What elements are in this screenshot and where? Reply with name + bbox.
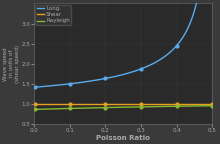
Long. xyxy=(44,85,47,87)
Shear xyxy=(44,103,47,105)
Shear xyxy=(136,103,139,105)
Rayleigh xyxy=(168,106,171,107)
Shear xyxy=(186,103,189,105)
Shear xyxy=(141,103,144,105)
Legend: Long., Shear, Rayleigh: Long., Shear, Rayleigh xyxy=(35,5,72,25)
Long. xyxy=(168,52,171,54)
Shear xyxy=(168,103,171,105)
Y-axis label: Wave speed
in units of
(shear speed): Wave speed in units of (shear speed) xyxy=(4,45,20,83)
Rayleigh xyxy=(33,109,36,110)
Rayleigh xyxy=(211,105,213,107)
X-axis label: Poisson Ratio: Poisson Ratio xyxy=(96,134,150,141)
Long. xyxy=(141,68,144,69)
Line: Rayleigh: Rayleigh xyxy=(35,106,212,109)
Rayleigh xyxy=(136,106,139,108)
Long. xyxy=(186,28,189,30)
Long. xyxy=(136,69,139,71)
Line: Long.: Long. xyxy=(35,0,212,87)
Shear xyxy=(146,103,149,105)
Long. xyxy=(146,65,149,67)
Long. xyxy=(33,86,36,88)
Shear xyxy=(211,103,213,105)
Rayleigh xyxy=(141,106,144,108)
Rayleigh xyxy=(44,108,47,110)
Rayleigh xyxy=(186,105,189,107)
Rayleigh xyxy=(146,106,149,108)
Shear xyxy=(33,103,36,105)
